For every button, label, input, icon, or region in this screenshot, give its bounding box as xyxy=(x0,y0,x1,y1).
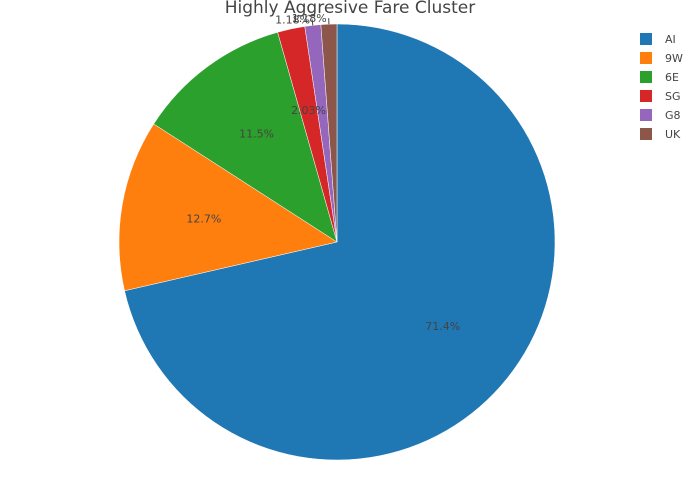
pie-slice-6e[interactable] xyxy=(153,31,338,243)
legend-swatch-uk xyxy=(640,128,652,140)
slice-label-uk: 1.18% xyxy=(292,12,327,25)
legend-label-g8: G8 xyxy=(665,109,681,122)
slice-label-g8: 1.18% xyxy=(275,13,310,26)
pie-slice-ai[interactable] xyxy=(124,23,556,461)
legend-label-uk: UK xyxy=(665,128,681,141)
slice-label-sg: 2.03% xyxy=(291,104,326,117)
legend-label-6e: 6E xyxy=(665,71,679,84)
legend-label-9w: 9W xyxy=(665,52,683,65)
legend-item-9w[interactable]: 9W xyxy=(640,52,683,65)
legend-item-sg[interactable]: SG xyxy=(640,90,681,103)
legend-swatch-g8 xyxy=(640,109,652,121)
legend-swatch-9w xyxy=(640,52,652,64)
legend-item-g8[interactable]: G8 xyxy=(640,109,681,122)
legend-swatch-ai xyxy=(640,33,652,45)
slice-label-ai: 71.4% xyxy=(425,320,460,333)
chart-title: Highly Aggresive Fare Cluster xyxy=(224,0,476,18)
legend-label-sg: SG xyxy=(665,90,681,103)
legend-swatch-6e xyxy=(640,71,652,83)
legend-item-uk[interactable]: UK xyxy=(640,128,681,141)
legend-label-ai: AI xyxy=(665,33,676,46)
slice-label-9w: 12.7% xyxy=(186,213,221,226)
legend-swatch-sg xyxy=(640,90,652,102)
slice-label-6e: 11.5% xyxy=(239,127,274,140)
legend-item-6e[interactable]: 6E xyxy=(640,71,679,84)
slice-leader-line-g8 xyxy=(311,19,314,26)
pie-slice-9w[interactable] xyxy=(118,123,338,292)
legend-item-ai[interactable]: AI xyxy=(640,33,676,46)
